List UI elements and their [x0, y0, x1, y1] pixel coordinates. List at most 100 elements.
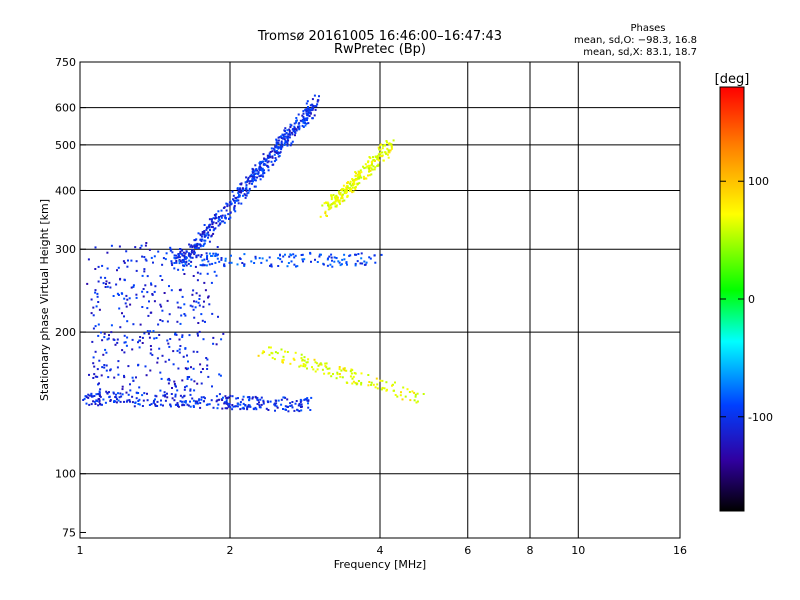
data-point	[154, 394, 157, 397]
data-point	[266, 156, 269, 159]
data-point	[135, 397, 138, 400]
data-point	[159, 319, 162, 321]
data-point	[345, 192, 348, 194]
data-point	[282, 137, 285, 140]
data-point	[85, 402, 88, 405]
data-point	[162, 394, 165, 397]
data-point	[307, 122, 310, 125]
data-point	[121, 349, 124, 352]
data-point	[109, 368, 112, 371]
data-point	[175, 333, 178, 336]
data-point	[192, 367, 195, 370]
data-point	[220, 257, 223, 259]
data-point	[169, 249, 172, 252]
data-point	[382, 144, 385, 147]
data-point	[374, 386, 377, 389]
data-point	[177, 268, 180, 271]
data-points	[82, 94, 425, 413]
data-point	[346, 186, 349, 189]
data-point	[286, 398, 289, 401]
data-point	[245, 184, 248, 187]
data-point	[422, 393, 425, 395]
data-point	[289, 144, 292, 147]
data-point	[307, 399, 310, 402]
data-point	[115, 401, 118, 404]
data-point	[353, 183, 356, 185]
data-point	[354, 262, 357, 265]
data-point	[210, 234, 213, 237]
data-point	[237, 402, 240, 405]
data-point	[223, 401, 226, 404]
data-point	[218, 373, 221, 376]
data-point	[284, 141, 287, 144]
data-point	[252, 180, 254, 183]
data-point	[266, 161, 269, 164]
data-point	[242, 188, 244, 191]
data-point	[351, 178, 354, 180]
data-point	[174, 393, 177, 396]
data-point	[233, 199, 235, 202]
data-point	[243, 407, 245, 410]
data-point	[335, 377, 338, 380]
data-point	[231, 395, 234, 398]
data-point	[327, 208, 330, 211]
data-point	[94, 375, 97, 378]
data-point	[120, 395, 123, 398]
data-point	[175, 403, 178, 406]
data-point	[204, 239, 207, 242]
data-point	[90, 298, 93, 301]
data-point	[297, 122, 300, 125]
data-point	[245, 186, 248, 189]
data-point	[303, 258, 306, 261]
data-point	[238, 189, 241, 192]
data-point	[356, 182, 359, 185]
data-point	[190, 366, 192, 369]
data-point	[336, 198, 339, 201]
data-point	[303, 356, 306, 359]
data-point	[236, 187, 239, 190]
data-point	[170, 248, 173, 251]
data-point	[113, 376, 116, 379]
data-point	[351, 369, 354, 372]
data-point	[115, 283, 118, 286]
data-point	[282, 135, 285, 138]
data-point	[268, 152, 271, 155]
data-point	[212, 232, 215, 235]
data-point	[277, 257, 280, 260]
data-point	[215, 222, 218, 225]
data-point	[97, 398, 100, 401]
data-point	[367, 174, 369, 177]
data-point	[390, 143, 393, 146]
data-point	[92, 377, 95, 379]
data-point	[345, 261, 348, 264]
data-point	[140, 244, 143, 247]
data-point	[356, 260, 359, 263]
data-point	[171, 251, 174, 254]
data-point	[114, 396, 117, 398]
data-point	[201, 232, 204, 235]
data-point	[246, 408, 249, 411]
data-point	[147, 332, 150, 335]
data-point	[350, 184, 353, 187]
data-point	[271, 155, 274, 158]
data-point	[266, 164, 269, 167]
data-point	[336, 373, 339, 376]
data-point	[138, 386, 141, 389]
data-point	[299, 398, 302, 401]
data-point	[302, 365, 305, 368]
data-point	[225, 209, 228, 212]
data-point	[146, 330, 149, 333]
chart-subtitle: RwPretec (Bp)	[334, 42, 426, 57]
data-point	[324, 210, 327, 213]
data-point	[245, 176, 248, 179]
data-point	[187, 360, 189, 363]
data-point	[188, 334, 191, 337]
data-point	[117, 399, 120, 402]
data-point	[330, 194, 333, 197]
data-point	[178, 348, 181, 351]
data-point	[373, 168, 376, 171]
data-point	[342, 367, 345, 370]
data-point	[97, 404, 100, 407]
data-point	[372, 383, 375, 386]
data-point	[239, 403, 242, 406]
